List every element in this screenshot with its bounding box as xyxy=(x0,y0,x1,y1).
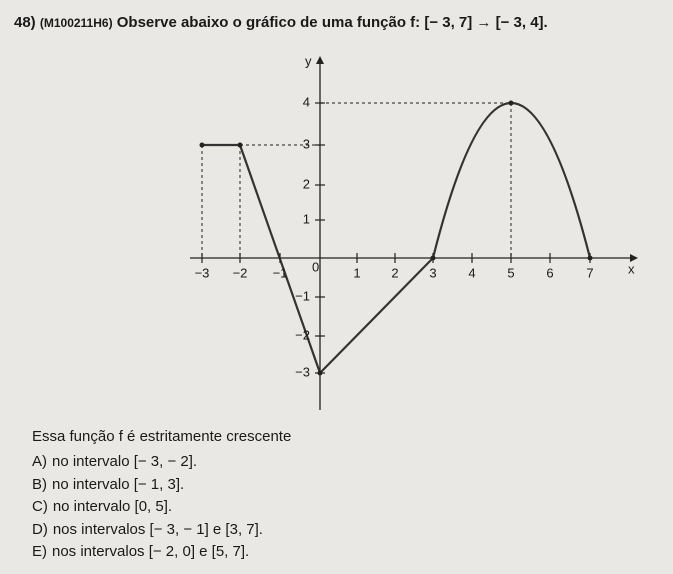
x-tick-label: 2 xyxy=(391,265,398,280)
function-graph: x y 0 −3 −2 −1 1 2 3 4 5 6 7 4 3 2 1 −1 −2 −3 xyxy=(190,53,638,410)
option: C) no intervalo [0, 5]. xyxy=(32,496,268,519)
y-tick-label: 3 xyxy=(303,136,310,151)
option-letter: C) xyxy=(32,498,48,515)
y-tick-label: 4 xyxy=(303,94,310,109)
x-tick-label: −2 xyxy=(233,265,248,280)
question-header: 48) (M100211H6) Observe abaixo o gráfico… xyxy=(14,14,548,31)
option-letter: D) xyxy=(32,520,48,538)
guide-lines xyxy=(201,102,512,258)
origin-label: 0 xyxy=(312,259,319,274)
curve-points xyxy=(199,100,593,376)
y-tick-label: −1 xyxy=(295,288,310,303)
x-tick-label: −3 xyxy=(195,265,210,280)
function-curve xyxy=(202,101,592,376)
x-tick-label: 7 xyxy=(586,265,593,280)
x-tick-label: 6 xyxy=(546,265,553,280)
option: A) no intervalo [− 3, − 2]. xyxy=(32,451,268,474)
y-tick-label: −3 xyxy=(295,364,310,379)
option-text: nos intervalos [− 3, − 1] e [3, 7]. xyxy=(52,520,263,538)
option-letter: B) xyxy=(32,475,47,493)
x-arrow xyxy=(630,254,638,262)
x-tick-label: 4 xyxy=(468,265,475,280)
question-number: 48) xyxy=(14,14,36,31)
x-tick-label: 1 xyxy=(353,265,360,280)
y-axis-label: y xyxy=(305,53,312,68)
y-tick-label: 2 xyxy=(303,176,310,191)
y-tick-label: 1 xyxy=(303,211,310,226)
option: B) no intervalo [− 1, 3]. xyxy=(32,474,268,497)
statement: Essa função f é estritamente crescente xyxy=(32,428,292,445)
option-text: nos intervalos [− 2, 0] e [5, 7]. xyxy=(52,543,250,560)
x-tick-label: 5 xyxy=(507,265,514,280)
option-text: no intervalo [− 1, 3]. xyxy=(52,475,185,493)
option: D) nos intervalos [− 3, − 1] e [3, 7]. xyxy=(32,519,268,542)
option: E) nos intervalos [− 2, 0] e [5, 7]. xyxy=(32,541,268,564)
option-letter: E) xyxy=(32,543,47,560)
option-text: no intervalo [0, 5]. xyxy=(52,498,173,515)
option-letter: A) xyxy=(32,453,47,470)
option-text: no intervalo [− 3, − 2]. xyxy=(52,453,198,470)
options: A) no intervalo [− 3, − 2]. B) no intervalo… xyxy=(32,451,268,564)
y-tick-label: −2 xyxy=(295,327,310,342)
x-axis-label: x xyxy=(628,261,635,276)
y-arrow xyxy=(316,56,324,64)
x-tick-label: −1 xyxy=(273,265,288,280)
question-code: (M100211H6) xyxy=(39,16,113,30)
question-prompt: Observe abaixo o gráfico de uma função f… xyxy=(116,14,548,31)
x-tick-label: 3 xyxy=(429,265,436,280)
